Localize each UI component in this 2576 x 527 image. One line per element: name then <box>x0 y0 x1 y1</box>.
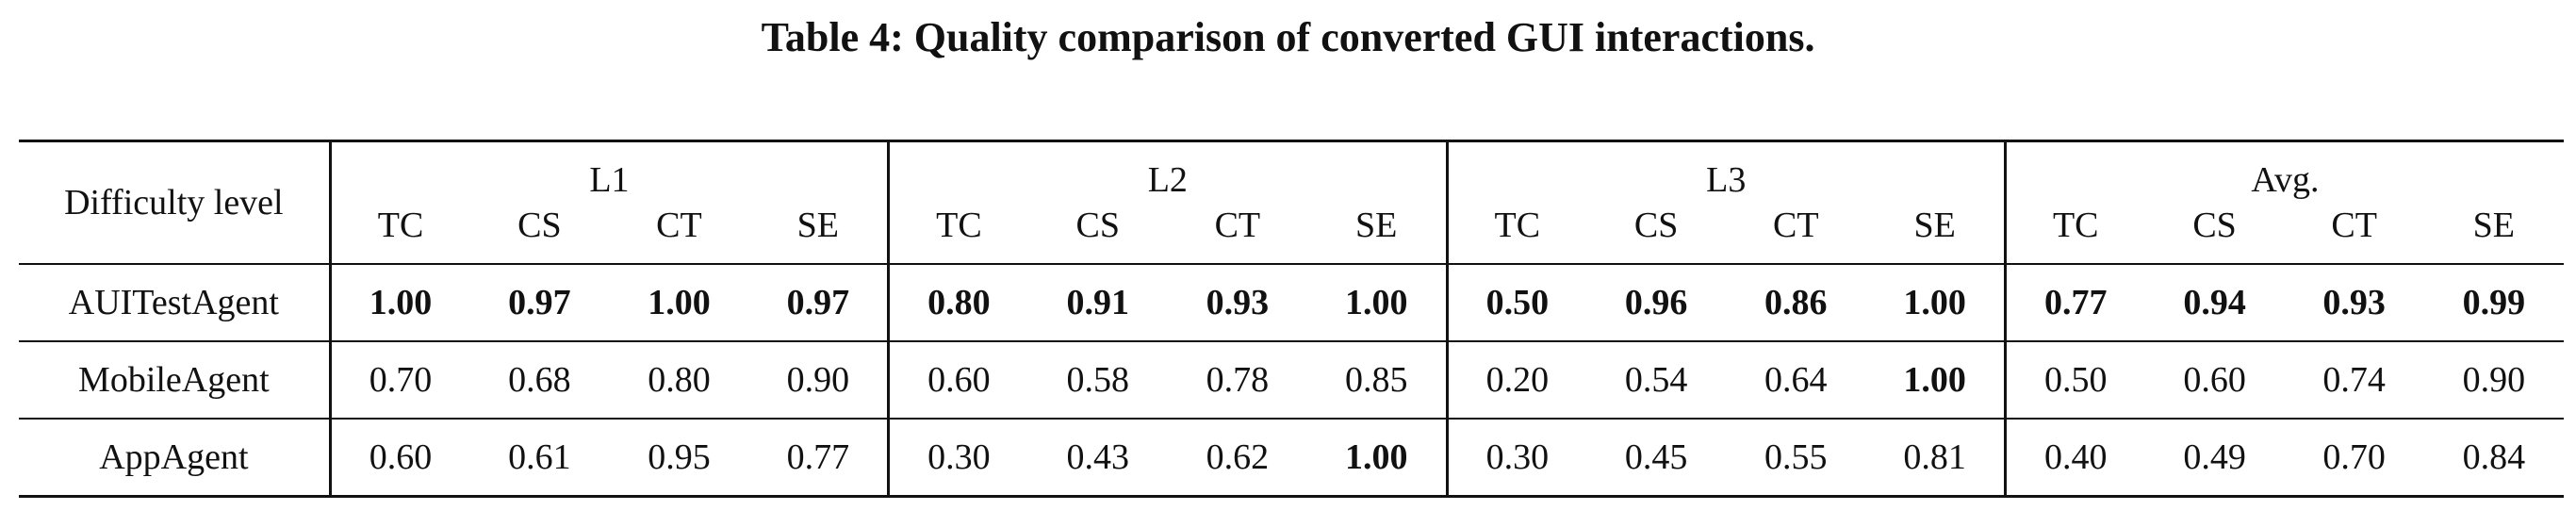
table-cell: 1.00 <box>1306 418 1448 497</box>
table-cell: 0.80 <box>609 340 749 419</box>
table-cell: 0.40 <box>2003 418 2145 497</box>
metric-header-tc: TC <box>328 201 470 265</box>
table-cell: 1.00 <box>1865 340 2006 419</box>
metric-header-cs: CS <box>1586 201 1727 265</box>
table-cell: 1.00 <box>1903 283 1966 322</box>
table-cell: 0.93 <box>1206 283 1270 322</box>
metric-header-cs: CS <box>1027 201 1168 265</box>
group-header-l1: L1 <box>328 140 889 201</box>
table-cell: 0.90 <box>748 340 889 419</box>
table-cell: 0.85 <box>1306 340 1448 419</box>
metric-header-se: SE <box>1865 201 2006 265</box>
table-cell: 0.94 <box>2183 283 2246 322</box>
metric-header-se: SE <box>748 201 889 265</box>
table-cell: 0.91 <box>1066 283 1130 322</box>
metric-header-ct: CT <box>1167 201 1307 265</box>
table-cell: 0.45 <box>1586 418 1727 497</box>
table-cell: 0.20 <box>1445 340 1587 419</box>
table-cell: 0.61 <box>469 418 610 497</box>
group-header-avg: Avg. <box>2003 140 2564 201</box>
table-cell: 0.43 <box>1027 418 1168 497</box>
table-cell: 1.00 <box>328 264 470 341</box>
metric-header-ct: CT <box>1726 201 1866 265</box>
metric-header-ct: CT <box>2284 201 2424 265</box>
table-cell: 0.30 <box>1445 418 1587 497</box>
comparison-table-container: Difficulty level L1 L2 L3 Avg. TC CS CT SE T… <box>19 140 2564 498</box>
table-body: AUITestAgent 1.00 0.97 1.00 0.97 0.80 0.91 0.93… <box>19 264 2564 497</box>
table-cell: 0.50 <box>1445 264 1587 341</box>
table-cell: 1.00 <box>648 283 711 322</box>
table-row: MobileAgent 0.70 0.68 0.80 0.90 0.60 0.58 0.78 0… <box>19 340 2564 419</box>
metric-header-tc: TC <box>887 201 1028 265</box>
table-cell: 0.78 <box>1167 340 1307 419</box>
group-header-l3: L3 <box>1445 140 2006 201</box>
metric-header-ct: CT <box>609 201 749 265</box>
metric-header-se: SE <box>2423 201 2564 265</box>
table-cell: 0.50 <box>2003 340 2145 419</box>
table-cell: 0.90 <box>2423 340 2564 419</box>
table-cell: 0.96 <box>1624 283 1688 322</box>
table-cell: 0.74 <box>2284 340 2424 419</box>
metric-header-tc: TC <box>2003 201 2145 265</box>
table-cell: 0.60 <box>328 418 470 497</box>
table-cell: 0.54 <box>1586 340 1727 419</box>
table-cell: 0.64 <box>1726 340 1866 419</box>
metric-header-tc: TC <box>1445 201 1587 265</box>
metric-header-row: TC CS CT SE TC CS CT SE TC CS CT SE TC CS CT SE <box>19 201 2564 265</box>
table-cell: 0.49 <box>2144 418 2285 497</box>
table-cell: 0.77 <box>748 418 889 497</box>
table-cell: 0.97 <box>786 283 850 322</box>
table-cell: 0.60 <box>2144 340 2285 419</box>
table-cell: 0.99 <box>2462 283 2526 322</box>
group-header-l2: L2 <box>887 140 1448 201</box>
table-cell: 0.70 <box>328 340 470 419</box>
table-caption: Table 4: Quality comparison of converted… <box>761 14 1815 60</box>
table-cell: 0.68 <box>469 340 610 419</box>
table-row: AUITestAgent 1.00 0.97 1.00 0.97 0.80 0.91 0.93… <box>19 264 2564 341</box>
metric-header-cs: CS <box>469 201 610 265</box>
table-cell: 1.00 <box>1344 283 1408 322</box>
table-cell: 0.81 <box>1865 418 2006 497</box>
metric-header-se: SE <box>1306 201 1448 265</box>
table-cell: 0.97 <box>508 283 571 322</box>
comparison-table: Difficulty level L1 L2 L3 Avg. TC CS CT SE T… <box>19 140 2564 498</box>
table-cell: 0.95 <box>609 418 749 497</box>
table-cell: 0.30 <box>887 418 1028 497</box>
table-cell: 0.77 <box>2003 264 2145 341</box>
table-cell: 0.80 <box>887 264 1028 341</box>
row-label: MobileAgent <box>19 340 331 419</box>
table-cell: 0.84 <box>2423 418 2564 497</box>
table-cell: 0.70 <box>2284 418 2424 497</box>
table-cell: 0.60 <box>887 340 1028 419</box>
table-row: AppAgent 0.60 0.61 0.95 0.77 0.30 0.43 0.62 1.00… <box>19 418 2564 497</box>
row-header-cell: Difficulty level <box>19 140 331 265</box>
table-cell: 0.62 <box>1167 418 1307 497</box>
table-cell: 0.58 <box>1027 340 1168 419</box>
row-label: AUITestAgent <box>68 283 279 322</box>
table-cell: 0.93 <box>2322 283 2386 322</box>
table-cell: 0.86 <box>1764 283 1828 322</box>
table-cell: 0.55 <box>1726 418 1866 497</box>
metric-header-cs: CS <box>2144 201 2285 265</box>
row-label: AppAgent <box>19 418 331 497</box>
